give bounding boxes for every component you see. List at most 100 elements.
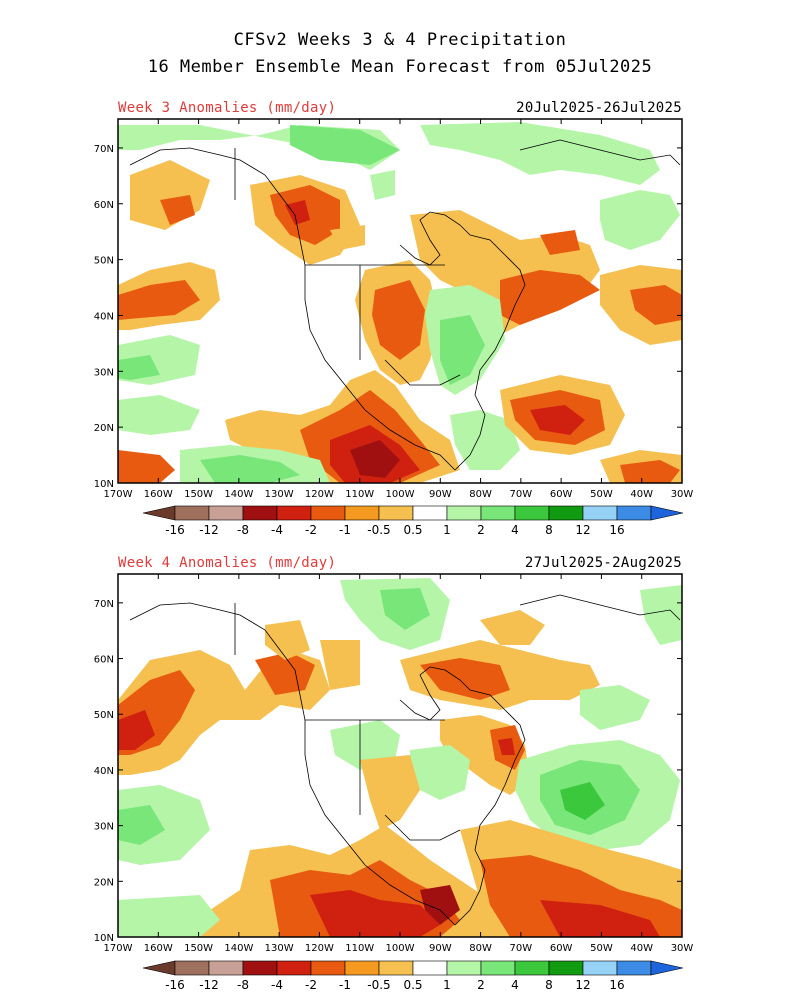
colorbar-week4-swatch (616, 960, 652, 976)
colorbar-week3-label: 8 (545, 523, 553, 537)
colorbar-week3-swatch (344, 505, 380, 521)
colorbar-week4-label: -0.5 (367, 978, 390, 992)
colorbar-week3: -16 -12 -8 -4 -2 -1 -0.5 0.5 1 2 4 8 12 16 (142, 505, 684, 537)
week3-dates: 20Jul2025-26Jul2025 (516, 100, 682, 116)
week4-lon-label: 170W (104, 943, 133, 954)
colorbar-week4-label: -8 (237, 978, 249, 992)
week3-lat-label: 70N (94, 144, 114, 155)
colorbar-week3-arrow-right (650, 505, 684, 521)
week4-lat-label: 50N (94, 710, 114, 721)
week3-lon-label: 130W (265, 489, 294, 500)
colorbar-week4-swatch (582, 960, 618, 976)
week3-lon-label: 30W (671, 489, 694, 500)
colorbar-week4-swatch (514, 960, 550, 976)
week3-label: Week 3 Anomalies (mm/day) (118, 100, 337, 116)
week3-lon-label: 50W (590, 489, 613, 500)
week4-dates: 27Jul2025-2Aug2025 (524, 555, 682, 571)
week3-lon-label: 170W (104, 489, 133, 500)
colorbar-week3-label: -12 (199, 523, 219, 537)
week4-lat-label: 30N (94, 822, 114, 833)
week3-lon-label: 40W (630, 489, 653, 500)
week4-lon-label: 130W (265, 943, 294, 954)
colorbar-week4-swatch (378, 960, 414, 976)
colorbar-week4-swatch (242, 960, 278, 976)
colorbar-week3-swatch (446, 505, 482, 521)
colorbar-week4-swatch (310, 960, 346, 976)
colorbar-week4-label: 4 (511, 978, 519, 992)
week3-lon-label: 140W (224, 489, 253, 500)
week4-lon-label: 80W (469, 943, 492, 954)
colorbar-week3-swatch (616, 505, 652, 521)
week4-lon-label: 160W (144, 943, 173, 954)
colorbar-week3-swatch (480, 505, 516, 521)
colorbar-week3-swatch (582, 505, 618, 521)
week4-lon-label: 70W (510, 943, 533, 954)
week4-lat-label: 10N (94, 933, 114, 944)
week4-lon-label: 30W (671, 943, 694, 954)
week3-lat-label: 20N (94, 423, 114, 434)
colorbar-week4-label: 1 (443, 978, 451, 992)
colorbar-week3-label: 0.5 (403, 523, 422, 537)
week4-lon-label: 90W (429, 943, 452, 954)
colorbar-week4-label: 2 (477, 978, 485, 992)
week3-lat-label: 50N (94, 256, 114, 267)
week4-lon-label: 100W (386, 943, 415, 954)
colorbar-week4-swatch (276, 960, 312, 976)
week3-lat-label: 40N (94, 311, 114, 322)
colorbar-week3-label: -16 (165, 523, 185, 537)
colorbar-week3-label: 16 (609, 523, 624, 537)
colorbar-week4: -16 -12 -8 -4 -2 -1 -0.5 0.5 1 2 4 8 12 16 (142, 960, 684, 992)
week3-lon-label: 60W (550, 489, 573, 500)
week3-lon-label: 160W (144, 489, 173, 500)
colorbar-week3-swatch (548, 505, 584, 521)
week4-lat-label: 40N (94, 766, 114, 777)
title-line-1: CFSv2 Weeks 3 & 4 Precipitation (233, 30, 567, 50)
colorbar-week4-label: 8 (545, 978, 553, 992)
colorbar-week3-swatch (378, 505, 414, 521)
week4-lat-label: 60N (94, 655, 114, 666)
week4-map (118, 574, 682, 937)
colorbar-week4-label: -4 (271, 978, 283, 992)
colorbar-week4-swatch (344, 960, 380, 976)
colorbar-week4-swatch (548, 960, 584, 976)
colorbar-week3-label: -1 (339, 523, 351, 537)
colorbar-week4-swatch (446, 960, 482, 976)
colorbar-week3-swatch (310, 505, 346, 521)
colorbar-week3-label: -4 (271, 523, 283, 537)
colorbar-week4-label: 16 (609, 978, 624, 992)
week4-lon-label: 150W (184, 943, 213, 954)
colorbar-week4-swatch (480, 960, 516, 976)
colorbar-week4-label: -16 (165, 978, 185, 992)
week4-lon-label: 140W (224, 943, 253, 954)
colorbar-week3-label: -2 (305, 523, 317, 537)
week3-lon-label: 120W (305, 489, 334, 500)
colorbar-week3-swatch (412, 505, 448, 521)
week3-lat-label: 60N (94, 200, 114, 211)
colorbar-week3-label: 2 (477, 523, 485, 537)
colorbar-week3-label: 1 (443, 523, 451, 537)
colorbar-week4-swatch (412, 960, 448, 976)
week3-lat-label: 10N (94, 479, 114, 490)
colorbar-week4-swatch (174, 960, 210, 976)
week4-lon-label: 60W (550, 943, 573, 954)
week3-lon-label: 90W (429, 489, 452, 500)
colorbar-week3-swatch (514, 505, 550, 521)
colorbar-week3-arrow-left (142, 505, 176, 521)
week4-lon-label: 50W (590, 943, 613, 954)
colorbar-week3-swatch (208, 505, 244, 521)
week3-map (118, 119, 682, 483)
colorbar-week3-label: -8 (237, 523, 249, 537)
week3-lon-label: 70W (510, 489, 533, 500)
colorbar-week3-swatch (276, 505, 312, 521)
colorbar-week3-label: 12 (575, 523, 590, 537)
week4-lon-label: 40W (630, 943, 653, 954)
week3-lon-label: 110W (345, 489, 374, 500)
colorbar-week3-swatch (242, 505, 278, 521)
colorbar-week4-label: -2 (305, 978, 317, 992)
week3-lon-label: 100W (386, 489, 415, 500)
colorbar-week4-arrow-right (650, 960, 684, 976)
colorbar-week4-label: 0.5 (403, 978, 422, 992)
week4-label: Week 4 Anomalies (mm/day) (118, 555, 337, 571)
week3-axis-ticks: 170W 160W 150W 140W 130W 120W 110W 100W 90W 80W 70… (94, 119, 694, 500)
